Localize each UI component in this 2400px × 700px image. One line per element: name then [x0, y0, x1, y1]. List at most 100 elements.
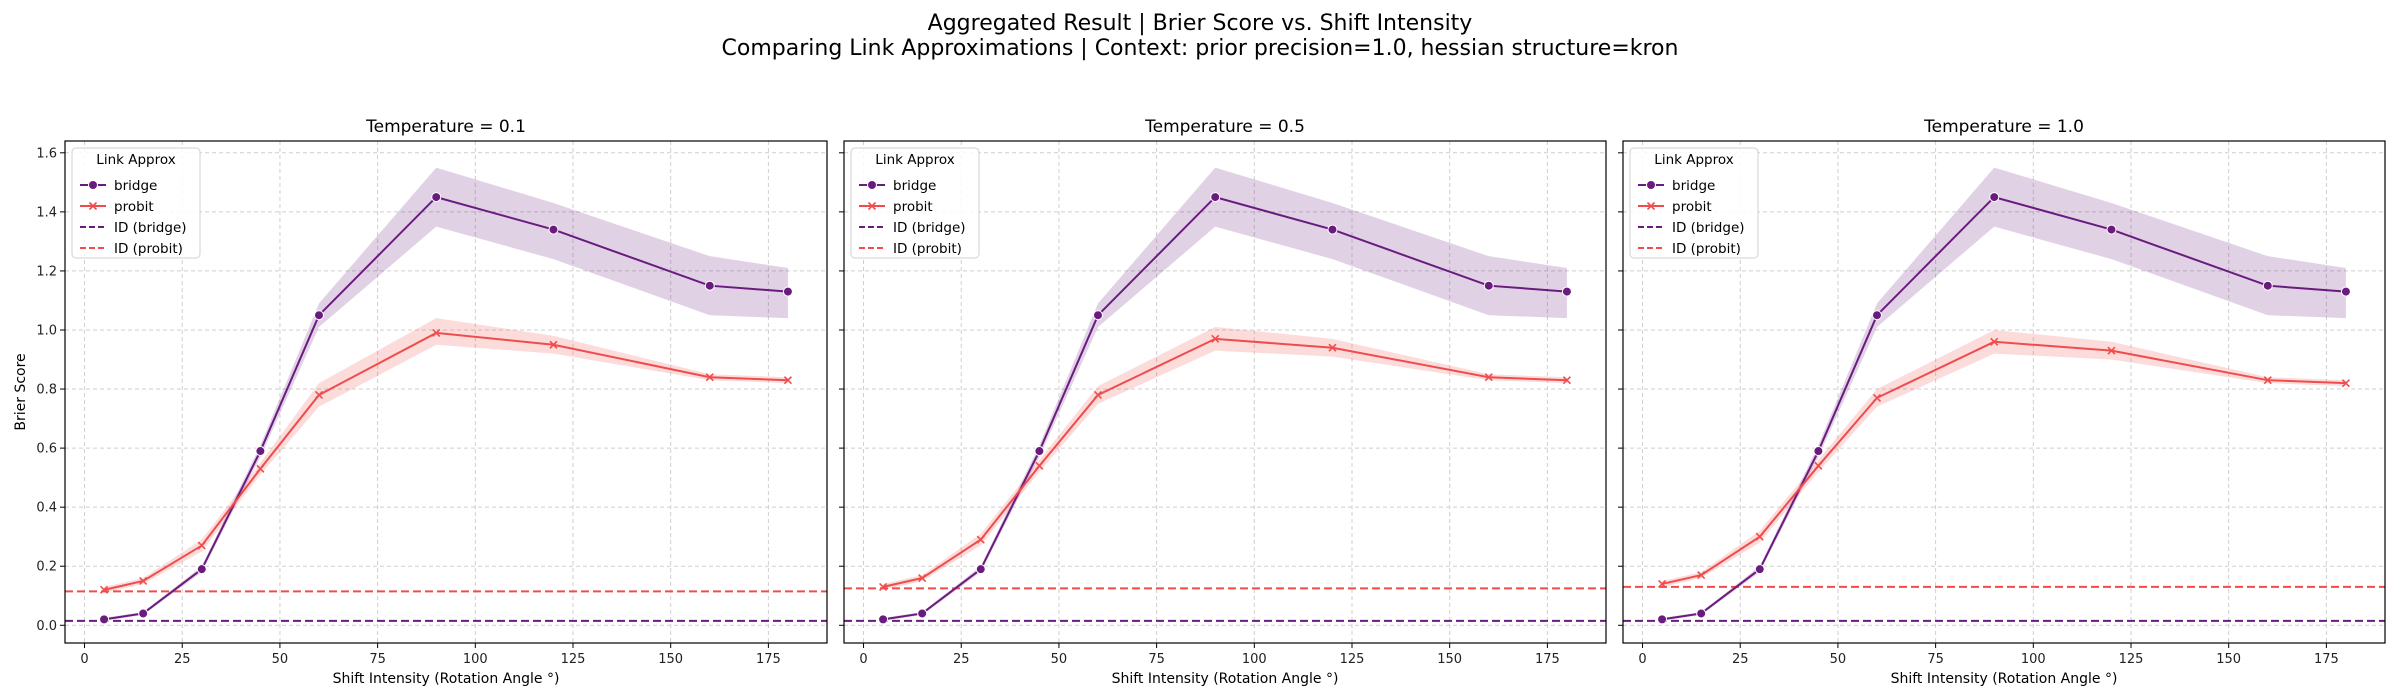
series-line-probit — [103, 331, 788, 591]
data-point-probit — [976, 535, 985, 544]
legend-label-probit: probit — [893, 199, 933, 215]
y-tick-label: 0.8 — [36, 383, 57, 398]
data-point-bridge — [431, 192, 442, 203]
axes-frame — [64, 140, 828, 644]
data-point-bridge — [1754, 564, 1765, 575]
data-point-bridge — [196, 564, 207, 575]
legend-marker-probit — [867, 201, 877, 211]
legend-label-id-bridge: ID (bridge) — [1672, 220, 1745, 236]
data-point-bridge — [878, 614, 889, 625]
data-point-bridge — [1327, 224, 1338, 235]
data-point-probit — [1814, 461, 1823, 470]
x-tick-label: 25 — [174, 652, 191, 667]
legend-label-id-probit: ID (probit) — [114, 241, 183, 257]
legend-label-probit: probit — [114, 199, 154, 215]
data-point-bridge — [1561, 286, 1572, 297]
legend-box — [71, 147, 201, 259]
panel-title: Temperature = 1.0 — [1923, 117, 2084, 137]
data-point-probit — [2263, 376, 2272, 385]
data-point-probit — [1328, 343, 1337, 352]
data-point-bridge — [548, 224, 559, 235]
data-point-bridge — [1483, 280, 1494, 291]
y-tick-label: 0.4 — [36, 501, 57, 516]
data-point-probit — [1755, 532, 1764, 541]
data-point-probit — [256, 464, 265, 473]
data-point-bridge — [2262, 280, 2273, 291]
y-tick-label: 1.4 — [36, 205, 57, 220]
confidence-band-probit — [883, 327, 1567, 590]
y-axis-label: Brier Score — [13, 353, 29, 430]
data-point-probit — [1697, 571, 1706, 580]
x-axis-label: Shift Intensity (Rotation Angle °) — [1891, 671, 2118, 687]
data-point-probit — [314, 390, 324, 400]
legend-marker-bridge — [867, 180, 877, 190]
data-point-probit — [1093, 390, 1103, 400]
legend-label-probit: probit — [1672, 199, 1712, 215]
x-tick-label: 100 — [2021, 652, 2046, 667]
data-point-bridge — [2106, 224, 2117, 235]
data-point-bridge — [1034, 446, 1045, 457]
data-point-probit — [879, 582, 888, 591]
panel-title: Temperature = 0.5 — [1144, 117, 1305, 137]
data-point-bridge — [975, 564, 986, 575]
x-tick-label: 0 — [859, 652, 867, 667]
x-tick-label: 0 — [1638, 652, 1646, 667]
data-point-bridge — [99, 614, 110, 625]
data-point-bridge — [1813, 446, 1824, 457]
axes-frame — [1622, 140, 2386, 644]
y-tick-label: 1.6 — [36, 146, 57, 161]
data-point-bridge — [1657, 614, 1668, 625]
y-tick-label: 0.6 — [36, 442, 57, 457]
confidence-band-bridge — [883, 167, 1567, 621]
legend-label-bridge: bridge — [893, 178, 936, 194]
figure-title-line1: Aggregated Result | Brier Score vs. Shif… — [928, 11, 1473, 36]
data-point-probit — [1658, 579, 1667, 589]
legend-marker-bridge — [1646, 180, 1656, 190]
data-point-probit — [1990, 337, 1999, 346]
x-tick-label: 175 — [1535, 652, 1560, 667]
confidence-band-probit — [1662, 329, 2346, 587]
data-point-bridge — [1210, 192, 1221, 203]
x-tick-label: 0 — [80, 652, 88, 667]
y-tick-label: 1.2 — [36, 264, 57, 279]
data-point-probit — [100, 585, 109, 594]
legend-label-bridge: bridge — [1672, 178, 1715, 194]
data-point-probit — [1872, 393, 1882, 402]
chart-panel-1: 0 25 50 75 100 125 150 175 0.0 0.2 0.4 0.6 0.8 1.0 1.2… — [13, 117, 828, 687]
data-point-probit — [139, 576, 148, 586]
x-tick-label: 50 — [1051, 652, 1068, 667]
data-point-bridge — [314, 310, 324, 321]
legend-label-id-probit: ID (probit) — [1672, 241, 1741, 257]
legend-label-id-bridge: ID (bridge) — [893, 220, 966, 236]
legend-marker-bridge — [88, 180, 98, 190]
data-point-bridge — [782, 286, 793, 297]
data-point-bridge — [1696, 608, 1707, 619]
data-point-probit — [197, 541, 206, 550]
data-point-bridge — [255, 446, 266, 457]
y-tick-label: 0.2 — [36, 560, 57, 575]
confidence-band-bridge — [1662, 167, 2346, 621]
x-tick-label: 75 — [1148, 652, 1165, 667]
x-tick-label: 75 — [369, 652, 386, 667]
data-point-probit — [1484, 373, 1493, 382]
x-tick-label: 25 — [1732, 652, 1749, 667]
x-tick-label: 25 — [953, 652, 970, 667]
legend-marker-probit — [1646, 201, 1656, 211]
data-point-bridge — [2340, 286, 2351, 297]
x-tick-label: 100 — [1242, 652, 1267, 667]
legend-marker-probit — [88, 201, 98, 211]
x-tick-label: 50 — [272, 652, 289, 667]
data-point-probit — [918, 573, 927, 583]
data-point-bridge — [1093, 310, 1103, 321]
chart-panel-3: 0 25 50 75 100 125 150 175 Temperature = 1.0 Shif… — [1618, 117, 2386, 687]
x-axis-label: Shift Intensity (Rotation Angle °) — [1112, 671, 1339, 687]
data-point-bridge — [704, 280, 715, 291]
legend-box — [850, 147, 980, 259]
data-point-probit — [1211, 334, 1220, 343]
x-tick-label: 150 — [1437, 652, 1462, 667]
data-point-bridge — [1872, 310, 1882, 321]
panel-title: Temperature = 0.1 — [365, 117, 526, 137]
data-point-bridge — [138, 608, 149, 619]
data-point-probit — [1562, 376, 1571, 385]
